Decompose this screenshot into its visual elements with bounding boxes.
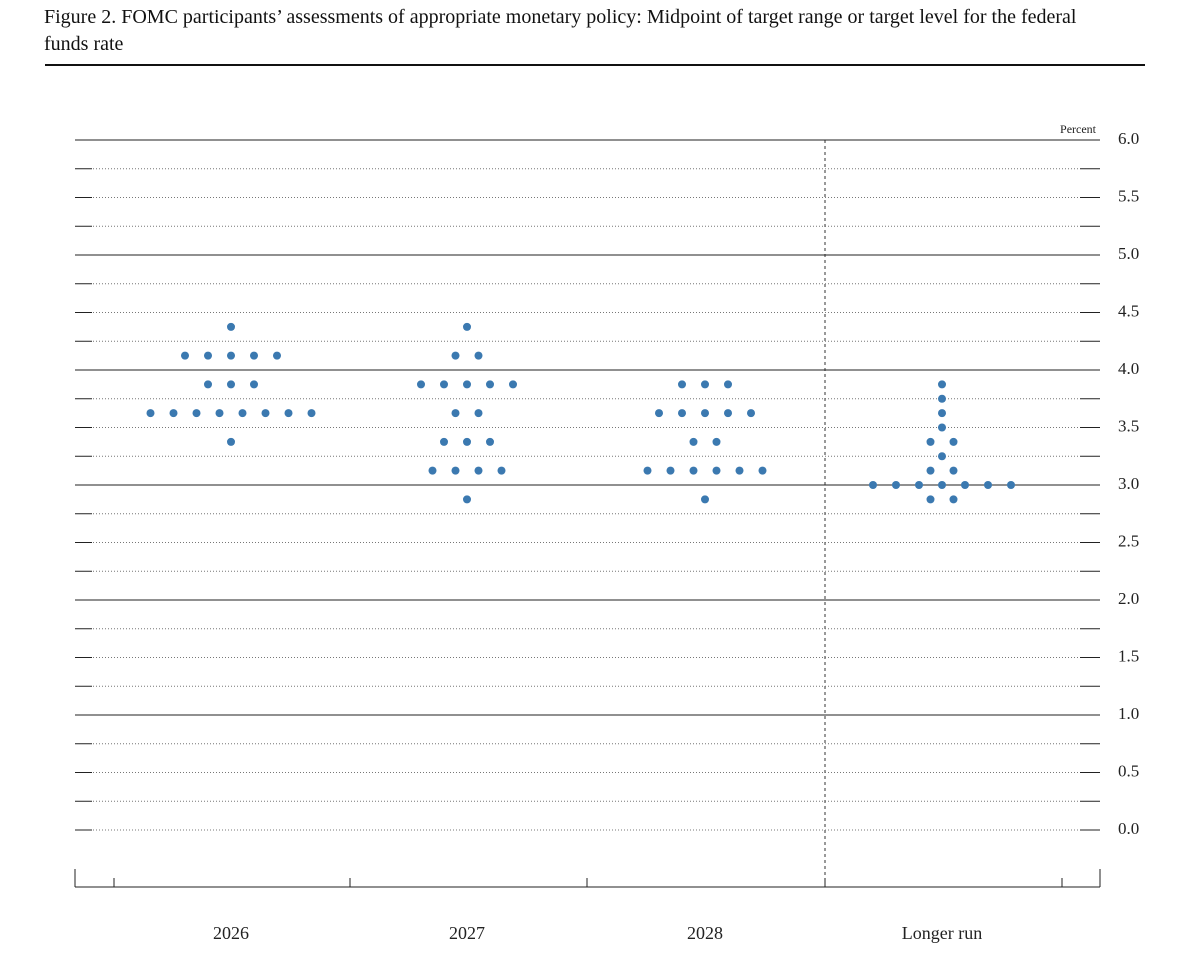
dot [215, 409, 224, 418]
dot [463, 437, 471, 446]
dot [747, 409, 755, 418]
dot [474, 351, 483, 360]
dot [984, 481, 992, 489]
dot [938, 380, 946, 389]
dot [440, 437, 448, 446]
dot [250, 380, 258, 389]
dot [204, 351, 212, 360]
dot [474, 409, 483, 418]
dot [227, 437, 235, 446]
dot [486, 380, 494, 389]
dot [474, 466, 483, 475]
dot [666, 466, 675, 475]
dot [417, 380, 425, 389]
y-axis-label: Percent [1060, 122, 1097, 136]
dot [643, 466, 652, 475]
x-tick-label: Longer run [902, 923, 982, 943]
dot [892, 481, 900, 489]
x-tick-label: 2027 [449, 923, 485, 943]
dot [451, 466, 460, 475]
dot [192, 409, 201, 418]
title-rule [45, 64, 1145, 66]
dot [961, 481, 969, 489]
dot [273, 351, 281, 360]
dot [678, 380, 686, 389]
y-tick-label: 6.0 [1118, 129, 1139, 148]
dot [463, 495, 471, 504]
y-tick-label: 4.5 [1118, 301, 1139, 320]
dot [463, 322, 471, 331]
dot [689, 466, 698, 475]
dot [284, 409, 293, 418]
dot [758, 466, 767, 475]
dot [949, 495, 958, 504]
dot [701, 495, 709, 504]
dot [227, 322, 235, 331]
y-tick-label: 1.5 [1118, 646, 1139, 665]
dot [146, 409, 155, 418]
dot [181, 351, 189, 360]
dot [238, 409, 247, 418]
dot [509, 380, 517, 389]
dot [938, 423, 946, 432]
y-tick-label: 0.5 [1118, 761, 1139, 780]
dot [735, 466, 744, 475]
dot [701, 409, 709, 418]
dot [261, 409, 270, 418]
y-tick-label: 2.5 [1118, 531, 1139, 550]
dot [724, 409, 732, 418]
dot [307, 409, 316, 418]
dot [227, 351, 235, 360]
y-tick-label: 3.0 [1118, 474, 1139, 493]
dot [926, 437, 935, 446]
y-tick-label: 1.0 [1118, 704, 1139, 723]
dot [938, 409, 946, 418]
x-axis-ticks [74, 869, 1101, 887]
dot [655, 409, 663, 418]
y-tick-label: 4.0 [1118, 359, 1139, 378]
dot [451, 409, 460, 418]
y-tick-label: 3.5 [1118, 416, 1139, 435]
dot [869, 481, 877, 489]
dot [250, 351, 258, 360]
dot [440, 380, 448, 389]
dot [1007, 481, 1015, 489]
dot [724, 380, 732, 389]
dot [926, 495, 935, 504]
dot [938, 452, 946, 461]
dot [926, 466, 935, 475]
dot [678, 409, 686, 418]
dot [463, 380, 471, 389]
dot [486, 437, 494, 446]
dot [712, 466, 721, 475]
dot [938, 394, 946, 403]
dot [451, 351, 460, 360]
x-tick-label: 2028 [687, 923, 723, 943]
dot [712, 437, 721, 446]
dot [428, 466, 437, 475]
dot [938, 481, 946, 489]
y-tick-label: 5.5 [1118, 186, 1139, 205]
dot [701, 380, 709, 389]
dot [227, 380, 235, 389]
chart-title: Figure 2. FOMC participants’ assessments… [44, 6, 1077, 55]
y-tick-label: 2.0 [1118, 589, 1139, 608]
dot [169, 409, 178, 418]
dot [204, 380, 212, 389]
y-tick-label: 0.0 [1118, 819, 1139, 838]
dot [949, 437, 958, 446]
y-tick-label: 5.0 [1118, 244, 1139, 263]
x-tick-label: 2026 [213, 923, 249, 943]
dot [689, 437, 698, 446]
dot [949, 466, 958, 475]
dot [497, 466, 506, 475]
dot [915, 481, 923, 489]
